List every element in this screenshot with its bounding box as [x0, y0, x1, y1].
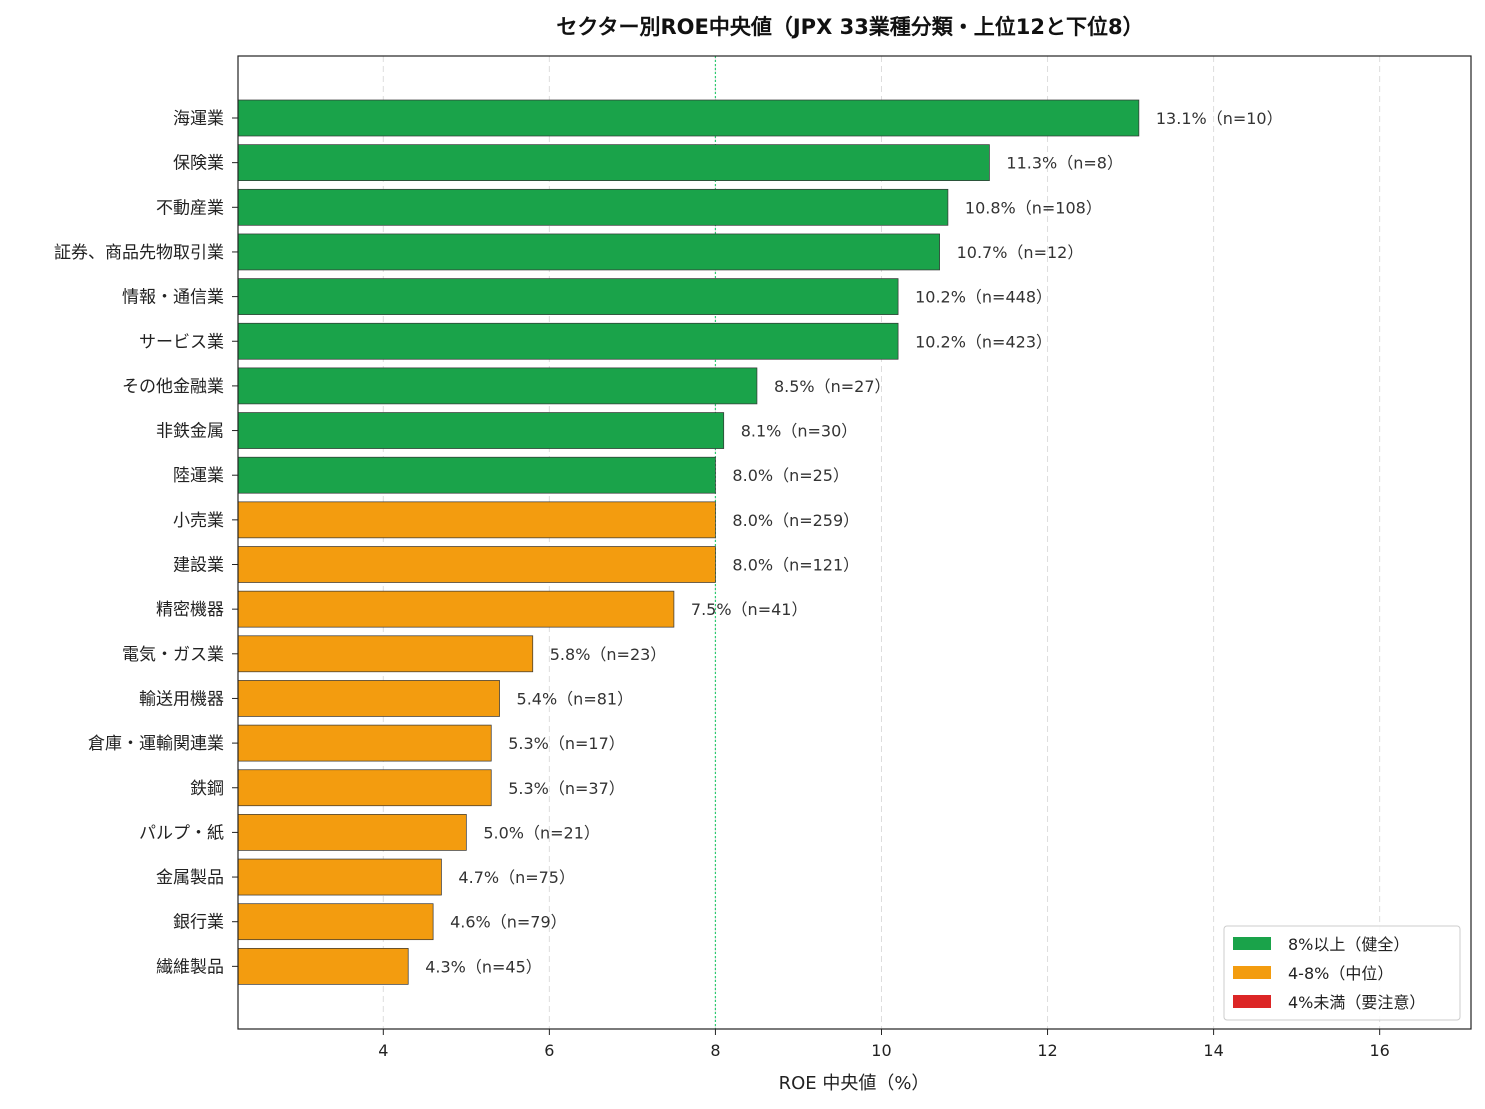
legend-swatch-healthy — [1233, 937, 1271, 950]
bar-value-label-5: 10.2%（n=423） — [915, 332, 1052, 351]
bar-value-label-14: 5.3%（n=17） — [508, 734, 625, 753]
label-layer: 海運業 13.1%（n=10） 保険業 11.3%（n=8） 不動産業 10.8%（n=1… — [54, 109, 1283, 977]
legend-swatch-mid — [1233, 966, 1271, 979]
bar-value-label-13: 5.4%（n=81） — [517, 689, 634, 708]
category-label-16: パルプ・紙 — [139, 823, 224, 843]
bar-2 — [237, 188, 949, 226]
legend-label-caution: 4%未満（要注意） — [1288, 993, 1425, 1012]
bar-value-label-11: 7.5%（n=41） — [691, 600, 808, 619]
chart-title: セクター別ROE中央値（JPX 33業種分類・上位12と下位8） — [556, 15, 1143, 39]
x-tick-label-0: 4 — [378, 1041, 388, 1060]
bar-value-label-10: 8.0%（n=121） — [732, 556, 859, 575]
category-label-15: 鉄鋼 — [190, 779, 224, 799]
category-label-17: 金属製品 — [156, 868, 224, 888]
bar-value-label-6: 8.5%（n=27） — [774, 377, 891, 396]
bar-value-label-7: 8.1%（n=30） — [741, 422, 858, 441]
bar-19 — [237, 947, 409, 985]
category-label-7: 非鉄金属 — [156, 422, 224, 442]
x-tick-label-5: 14 — [1203, 1041, 1223, 1060]
category-label-14: 倉庫・運輸関連業 — [88, 734, 224, 754]
bar-14 — [237, 724, 492, 762]
category-label-13: 輸送用機器 — [139, 689, 224, 709]
bar-11 — [237, 590, 675, 628]
bar-0 — [237, 99, 1140, 137]
x-tick-label-1: 6 — [544, 1041, 554, 1060]
bar-6 — [237, 367, 758, 405]
bar-value-label-3: 10.7%（n=12） — [957, 243, 1084, 262]
plot-frame — [237, 55, 1472, 1030]
bar-1 — [237, 144, 990, 181]
bar-15 — [237, 769, 492, 807]
bar-value-label-2: 10.8%（n=108） — [965, 198, 1102, 217]
bar-value-label-16: 5.0%（n=21） — [483, 823, 600, 842]
category-label-6: その他金融業 — [122, 377, 224, 397]
bar-4 — [237, 278, 899, 315]
bar-value-label-1: 11.3%（n=8） — [1006, 154, 1123, 173]
bar-12 — [237, 635, 534, 673]
bar-13 — [237, 680, 500, 717]
legend-swatch-caution — [1233, 995, 1271, 1008]
x-tick-label-6: 16 — [1369, 1041, 1389, 1060]
bar-5 — [237, 322, 899, 360]
x-axis-label: ROE 中央値（%） — [779, 1073, 930, 1094]
x-tick-label-3: 10 — [871, 1041, 891, 1060]
bar-value-label-15: 5.3%（n=37） — [508, 779, 625, 798]
legend: 8%以上（健全） 4-8%（中位） 4%未満（要注意） — [1223, 925, 1461, 1021]
bar-value-label-0: 13.1%（n=10） — [1156, 109, 1283, 128]
bar-value-label-9: 8.0%（n=259） — [732, 511, 859, 530]
category-label-12: 電気・ガス業 — [122, 645, 224, 665]
bar-value-label-18: 4.6%（n=79） — [450, 913, 567, 932]
bar-3 — [237, 233, 940, 271]
bar-18 — [237, 903, 434, 941]
bar-9 — [237, 501, 716, 539]
category-label-2: 不動産業 — [156, 198, 224, 218]
tick-layer: 4 6 8 10 12 14 16 — [232, 117, 1390, 1060]
category-label-10: 建設業 — [173, 556, 224, 576]
category-label-1: 保険業 — [173, 154, 224, 174]
bar-value-label-12: 5.8%（n=23） — [550, 645, 667, 664]
category-label-11: 精密機器 — [156, 600, 224, 620]
bar-7 — [237, 412, 725, 449]
legend-label-mid: 4-8%（中位） — [1288, 964, 1393, 983]
category-label-4: 情報・通信業 — [122, 288, 224, 308]
bar-10 — [237, 546, 716, 583]
bar-16 — [237, 814, 467, 851]
x-tick-label-2: 8 — [710, 1041, 720, 1060]
legend-box — [1223, 925, 1461, 1021]
bar-value-label-4: 10.2%（n=448） — [915, 288, 1052, 307]
category-label-0: 海運業 — [173, 109, 224, 129]
bar-value-label-8: 8.0%（n=25） — [732, 466, 849, 485]
legend-label-healthy: 8%以上（健全） — [1288, 935, 1409, 954]
category-label-19: 繊維製品 — [156, 957, 224, 977]
bar-layer — [237, 99, 1140, 985]
bar-8 — [237, 456, 716, 494]
category-label-5: サービス業 — [139, 332, 224, 352]
x-tick-label-4: 12 — [1037, 1041, 1057, 1060]
category-label-18: 銀行業 — [173, 913, 224, 933]
bar-17 — [237, 858, 442, 896]
bar-value-label-19: 4.3%（n=45） — [425, 957, 542, 976]
category-label-8: 陸運業 — [173, 466, 224, 486]
category-label-9: 小売業 — [173, 511, 224, 531]
bar-value-label-17: 4.7%（n=75） — [458, 868, 575, 887]
category-label-3: 証券、商品先物取引業 — [54, 243, 224, 263]
